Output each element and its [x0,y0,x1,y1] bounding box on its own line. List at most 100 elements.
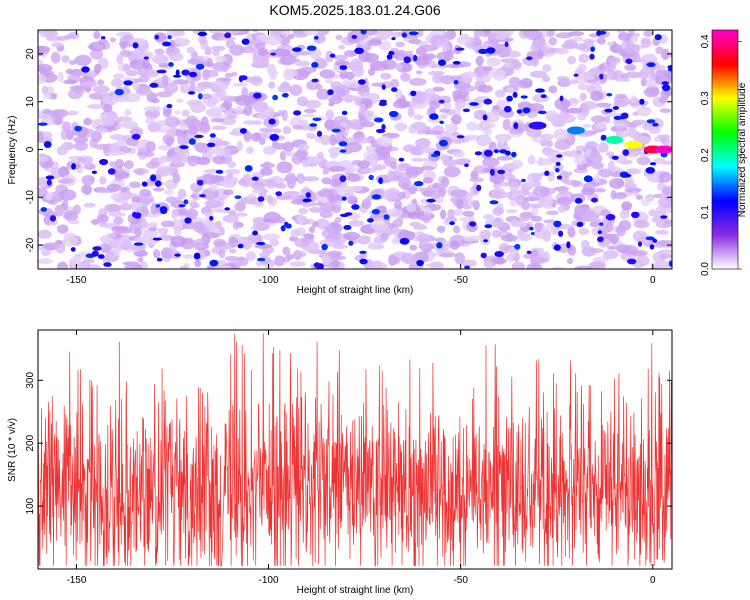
heatmap-blob [328,95,343,105]
heatmap-blob [251,132,262,142]
colorbar-tick-label: 0.2 [700,148,711,162]
heatmap-peak [338,141,348,147]
heatmap-blob [658,249,672,254]
heatmap-blob [447,208,455,220]
y-tick-label: -20 [25,237,36,252]
heatmap-peak [123,80,133,86]
heatmap-blob [316,201,324,207]
heatmap-peak [430,153,438,158]
heatmap-blob [186,208,198,220]
heatmap-blob [338,44,345,50]
heatmap-peak [558,230,564,237]
heatmap-blob [259,56,270,68]
heatmap-blob [356,84,370,93]
heatmap-blob [295,60,311,67]
heatmap-blob [530,215,543,222]
heatmap-blob [314,197,329,203]
heatmap-blob [182,254,194,259]
heatmap-peak [81,66,90,73]
heatmap-peak [339,149,347,153]
heatmap-peak [654,34,662,41]
heatmap-blob [102,104,113,113]
heatmap-blob [531,55,540,67]
y-tick-label: -10 [25,190,36,205]
heatmap-peak [306,45,317,51]
heatmap-blob [253,120,263,126]
heatmap-peak [314,35,319,40]
heatmap-blob [283,194,301,200]
heatmap-peak [316,130,323,137]
heatmap-peak [103,262,112,267]
heatmap-blob [104,203,122,212]
heatmap-peak [313,262,321,268]
heatmap-blob [314,134,328,143]
heatmap-blob [449,75,463,81]
heatmap-blob [56,261,68,269]
heatmap-blob [545,110,558,122]
heatmap-blob [50,93,57,100]
heatmap-blob [298,66,317,74]
heatmap-peak [188,71,198,78]
heatmap-blob [267,247,275,253]
heatmap-blob [343,94,354,103]
heatmap-blob [83,117,93,126]
heatmap-blob [594,173,601,184]
heatmap-blob [291,153,303,165]
heatmap-blob [438,30,446,37]
heatmap-blob [212,50,220,57]
heatmap-blob [284,150,293,157]
heatmap-peak [649,162,657,166]
heatmap-peak [559,95,564,102]
heatmap-peak [649,244,655,250]
heatmap-blob [605,151,615,157]
heatmap-blob [296,173,306,184]
heatmap-peak [621,112,629,119]
heatmap-peak [91,170,97,174]
heatmap-blob [252,30,259,33]
heatmap-blob [428,60,437,69]
heatmap-peak [399,237,410,245]
heatmap-blob [333,115,348,123]
heatmap-blob [38,45,51,53]
x-tick-label: -150 [66,275,86,286]
colorbar-tick-label: 0.3 [700,91,711,105]
heatmap-blob [185,115,198,127]
heatmap-blob [234,105,243,115]
heatmap-blob [444,123,459,133]
heatmap-blob [640,198,650,206]
heatmap-blob [224,72,234,78]
heatmap-blob [516,194,527,207]
heatmap-blob [375,30,390,38]
heatmap-blob [269,238,279,247]
heatmap-peak [257,257,266,262]
heatmap-blob [319,69,336,79]
heatmap-peak [668,260,672,267]
heatmap-blob [564,152,582,158]
heatmap-blob [624,176,635,187]
heatmap-blob [355,236,372,245]
heatmap-blob [659,108,671,113]
heatmap-peak [652,238,658,243]
heatmap-blob [129,181,141,189]
heatmap-blob [170,235,186,248]
heatmap-blob [235,212,248,217]
heatmap-peak [494,251,504,257]
heatmap-peak [449,221,455,226]
x-tick-label: -150 [66,575,86,586]
heatmap-blob [617,178,625,188]
heatmap-blob [492,217,505,229]
heatmap-peak [198,93,203,100]
heatmap-blob [68,219,80,225]
heatmap-peak [429,113,439,120]
heatmap-blob [509,199,518,207]
heatmap-blob [303,108,317,114]
heatmap-blob [643,87,660,98]
heatmap-blob [349,118,362,130]
heatmap-blob [491,229,502,238]
heatmap-blob [93,30,101,40]
heatmap-blob [305,132,314,138]
heatmap-blob [62,199,69,211]
heatmap-blob [584,75,596,81]
heatmap-peak [156,257,163,262]
